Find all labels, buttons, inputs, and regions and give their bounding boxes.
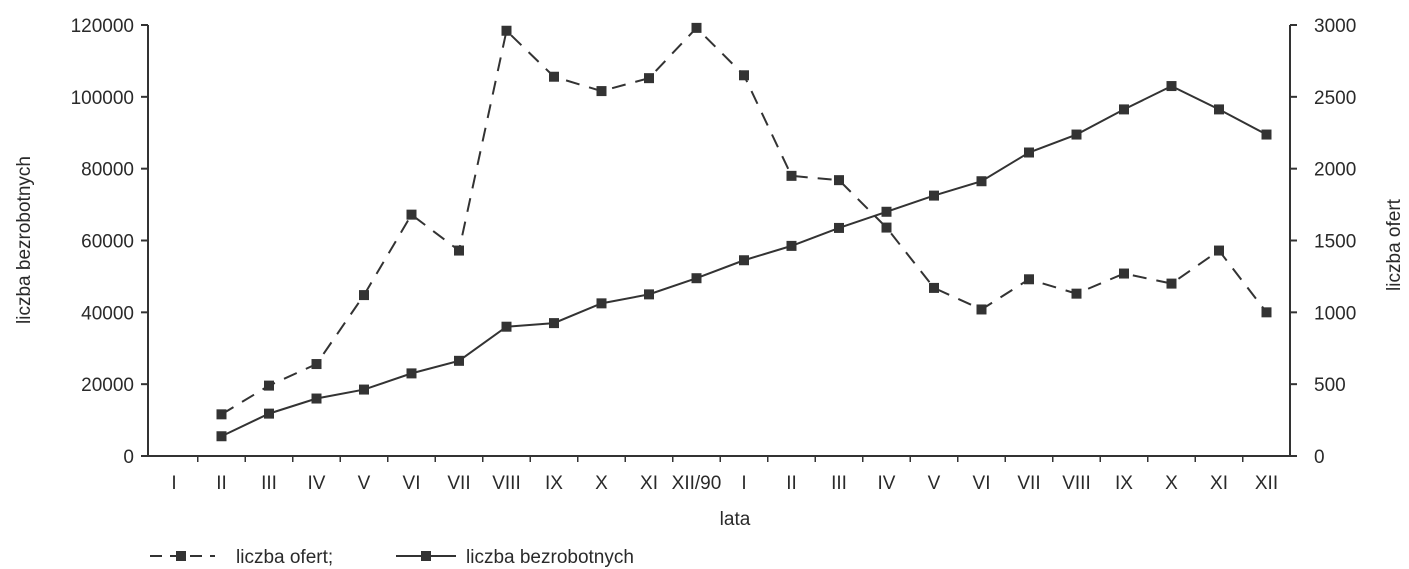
data-point-bezrobotni (1024, 147, 1034, 158)
x-tick-label: IX (1115, 473, 1133, 494)
left-y-tick-label: 20000 (81, 375, 134, 396)
data-point-bezrobotni (216, 431, 227, 442)
data-point-bezrobotni (501, 321, 512, 332)
series-line-oferty (220, 26, 1268, 416)
x-tick-label: IX (545, 473, 563, 494)
x-tick-label: XII/90 (672, 473, 722, 494)
data-point-oferty (929, 282, 939, 293)
data-point-oferty (501, 25, 512, 36)
series-layer (216, 22, 1272, 442)
right-y-tick-label: 1500 (1314, 232, 1356, 253)
x-tick-label: IV (878, 473, 896, 494)
left-y-axis-title: liczba bezrobotnych (14, 156, 35, 324)
x-tick-label: VIII (492, 473, 521, 494)
data-point-oferty (1024, 274, 1034, 285)
x-tick-label: XII (1255, 473, 1278, 494)
data-point-oferty (596, 86, 607, 97)
data-point-bezrobotni (1166, 81, 1177, 92)
x-tick-label: V (928, 473, 941, 494)
right-y-tick-label: 500 (1314, 375, 1346, 396)
data-point-bezrobotni (739, 255, 749, 266)
data-point-bezrobotni (311, 393, 322, 404)
x-tick-label: V (358, 473, 371, 494)
x-tick-label: VI (403, 473, 421, 494)
x-tick-label: X (595, 473, 608, 494)
x-tick-label: III (261, 473, 277, 494)
right-y-tick-label: 2500 (1314, 88, 1356, 109)
right-y-tick-label: 1000 (1314, 303, 1356, 324)
data-point-oferty (644, 73, 654, 84)
x-tick-label: II (786, 473, 797, 494)
data-point-oferty (406, 209, 417, 220)
data-point-oferty (216, 409, 227, 420)
data-point-oferty (834, 175, 844, 186)
data-point-bezrobotni (976, 176, 987, 187)
chart-axes: 0 20000 40000 60000 80000 100000 120000 0 500 100… (71, 16, 1357, 494)
x-tick-label: III (831, 473, 847, 494)
x-tick-label: II (216, 473, 227, 494)
x-tick-label: VII (1017, 473, 1040, 494)
data-point-oferty (549, 71, 559, 82)
x-axis-title: lata (720, 509, 751, 530)
data-point-bezrobotni (1071, 129, 1082, 140)
data-point-bezrobotni (786, 240, 797, 251)
right-y-axis-title: liczba ofert (1384, 198, 1405, 291)
x-tick-label: I (171, 473, 176, 494)
data-point-bezrobotni (406, 368, 417, 379)
legend-item-oferty: liczba ofert; (150, 547, 333, 568)
data-point-oferty (1214, 245, 1224, 256)
x-tick-label: I (741, 473, 746, 494)
data-point-oferty (976, 304, 987, 315)
data-point-bezrobotni (1214, 104, 1224, 115)
legend-item-bezrobotni: liczba bezrobotnych (396, 547, 634, 568)
data-point-oferty (739, 70, 749, 81)
right-y-tick-label: 2000 (1314, 160, 1356, 181)
x-tick-label: VIII (1062, 473, 1091, 494)
left-y-tick-label: 120000 (71, 16, 134, 37)
x-tick-label: XI (640, 473, 658, 494)
data-point-oferty (359, 290, 369, 301)
data-point-bezrobotni (359, 384, 369, 395)
left-y-tick-label: 0 (123, 447, 134, 468)
data-point-bezrobotni (264, 408, 274, 419)
data-point-oferty (454, 245, 464, 256)
x-tick-label: VII (447, 473, 470, 494)
data-point-oferty (311, 359, 322, 370)
data-point-bezrobotni (454, 355, 464, 366)
x-tick-label: X (1165, 473, 1178, 494)
x-tick-label: IV (308, 473, 326, 494)
right-y-tick-label: 3000 (1314, 16, 1356, 37)
data-point-oferty (1261, 307, 1272, 318)
data-point-oferty (1166, 278, 1177, 289)
legend-label-oferty: liczba ofert; (236, 547, 333, 568)
data-point-oferty (1071, 288, 1082, 299)
data-point-oferty (786, 170, 797, 181)
data-point-oferty (691, 22, 702, 33)
left-y-tick-label: 80000 (81, 160, 134, 181)
left-y-tick-label: 40000 (81, 303, 134, 324)
data-point-oferty (264, 380, 274, 391)
data-point-bezrobotni (596, 298, 607, 309)
legend-label-bezrobotni: liczba bezrobotnych (466, 547, 634, 568)
legend: liczba ofert; liczba bezrobotnych (150, 547, 634, 568)
legend-square-marker-icon (176, 551, 186, 561)
legend-square-marker-icon (421, 551, 431, 561)
data-point-oferty (881, 222, 892, 233)
left-y-tick-label: 60000 (81, 232, 134, 253)
data-point-bezrobotni (881, 206, 892, 217)
left-y-tick-label: 100000 (71, 88, 134, 109)
x-tick-label: VI (973, 473, 991, 494)
data-point-bezrobotni (929, 190, 939, 201)
data-point-bezrobotni (834, 222, 844, 233)
data-point-bezrobotni (691, 273, 702, 284)
data-point-oferty (1119, 268, 1129, 279)
x-tick-label: XI (1210, 473, 1228, 494)
data-point-bezrobotni (549, 318, 559, 329)
data-point-bezrobotni (1119, 104, 1129, 115)
data-point-bezrobotni (1261, 129, 1272, 140)
right-y-tick-label: 0 (1314, 447, 1325, 468)
data-point-bezrobotni (644, 289, 654, 300)
